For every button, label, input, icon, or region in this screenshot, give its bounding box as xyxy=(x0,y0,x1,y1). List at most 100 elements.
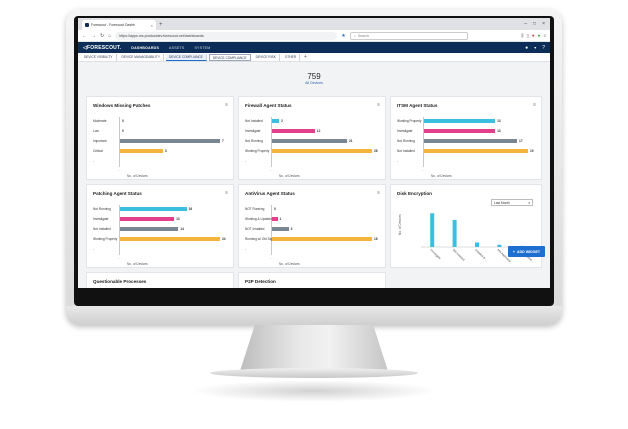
chart-axis xyxy=(119,205,120,255)
bar-investigate[interactable] xyxy=(424,128,496,133)
chart-tick-label: Investigate xyxy=(429,248,442,261)
bar-running-w-old-sigs[interactable] xyxy=(272,236,372,241)
widget-itsm-agent-status: ITSM Agent Status ≡ Working Properly 13 Inve… xyxy=(390,96,542,180)
bar-working-properly[interactable] xyxy=(424,118,496,123)
widget-title: AntiVirus Agent Status xyxy=(245,191,295,196)
dashboard-content: 759 All Devices Windows Missing Patches ≡… xyxy=(78,62,550,288)
browser-search-placeholder: Search xyxy=(357,33,370,38)
tab-device-risk[interactable]: DEVICE RISK xyxy=(253,53,280,61)
widget-title: Windows Missing Patches xyxy=(93,103,151,108)
bar-not-running[interactable] xyxy=(120,206,187,211)
bar-value: 13 xyxy=(497,119,501,123)
bar-label: Investigate xyxy=(245,129,261,133)
chart-bar[interactable] xyxy=(475,242,479,248)
bar-investigate[interactable] xyxy=(120,216,175,221)
url-field[interactable]: https://apps.ms.productdev.forescout.net… xyxy=(115,31,338,40)
window-close-icon[interactable]: × xyxy=(542,21,545,27)
sidebar-icon[interactable]: ▯ xyxy=(526,32,529,38)
chart-tick-label: Installed & ... xyxy=(474,248,488,262)
browser-tab-title: Forescout - Forescout Dashb xyxy=(91,23,135,27)
user-avatar-icon[interactable]: ● xyxy=(525,44,529,51)
browser-search-input[interactable]: ⌕ Search xyxy=(349,31,468,40)
tab-other[interactable]: OTHER xyxy=(282,53,301,61)
widget-p2p-detection: P2P Detection xyxy=(238,272,386,288)
widget-menu-icon[interactable]: ≡ xyxy=(377,102,380,108)
bar-value: 0 xyxy=(122,129,124,133)
period-select[interactable]: Last Month ▾ xyxy=(491,199,533,206)
bar-critical[interactable] xyxy=(120,148,163,153)
bar-important[interactable] xyxy=(120,138,220,143)
widget-menu-icon[interactable]: ≡ xyxy=(225,102,228,108)
chart-bar[interactable] xyxy=(452,220,457,247)
tab-device-compliance[interactable]: DEVICE COMPLIANCE xyxy=(165,53,207,61)
bar-not-running[interactable] xyxy=(272,138,347,143)
add-tab-icon[interactable]: + xyxy=(304,54,307,60)
forward-icon[interactable]: → xyxy=(91,32,96,39)
forescout-logo[interactable]: ◁FORESCOUT. xyxy=(83,45,121,51)
minimize-icon[interactable]: – xyxy=(524,21,528,27)
tab-device-manageability[interactable]: DEVICE MANAGEABILITY xyxy=(119,53,164,61)
plus-icon: + xyxy=(512,249,515,254)
widget-menu-icon[interactable]: ≡ xyxy=(377,190,380,196)
browser-tab[interactable]: Forescout - Forescout Dashb × xyxy=(82,20,156,30)
extension-icon[interactable]: ● xyxy=(537,32,541,38)
close-icon[interactable]: × xyxy=(150,22,153,28)
new-tab-icon[interactable]: + xyxy=(159,22,163,28)
tab-device-compliance-2[interactable]: DEVICE COMPLIANCE xyxy=(208,53,251,61)
header-actions: ● ▾ ? xyxy=(525,45,545,51)
widget-title: Questionable Processes xyxy=(93,279,147,284)
monitor-chin xyxy=(66,306,562,325)
maximize-icon[interactable]: □ xyxy=(533,21,537,27)
bar-not-running[interactable] xyxy=(424,138,518,143)
chevron-down-icon[interactable]: ▾ xyxy=(534,44,537,50)
all-devices-link[interactable]: All Devices xyxy=(305,81,323,85)
reload-icon[interactable]: ↻ xyxy=(100,32,105,39)
monitor-stand xyxy=(240,325,388,371)
bar-not-installed[interactable] xyxy=(120,226,179,231)
nav-system[interactable]: SYSTEM xyxy=(194,45,211,50)
widget-menu-icon[interactable]: ≡ xyxy=(533,102,536,108)
bar-value: 19 xyxy=(530,149,534,153)
chart-axis xyxy=(423,117,424,167)
chart-bar[interactable] xyxy=(430,213,435,247)
chart-ylabel: No. of Devices xyxy=(398,214,402,235)
help-icon[interactable]: ? xyxy=(542,44,545,51)
axis-title: No. of Devices xyxy=(279,262,300,266)
back-icon[interactable]: ← xyxy=(82,32,87,39)
bar-not-installed[interactable] xyxy=(424,148,528,153)
bookmark-star-icon[interactable]: ★ xyxy=(341,32,346,39)
bar-working-updated[interactable] xyxy=(272,216,278,221)
bar-not-installed[interactable] xyxy=(272,118,280,123)
nav-assets[interactable]: ASSETS xyxy=(169,45,185,50)
bar-label: - xyxy=(397,159,399,163)
bar-working-properly[interactable] xyxy=(272,148,372,153)
tab-device-visibility[interactable]: DEVICE VISIBILITY xyxy=(81,53,117,61)
bar-investigate[interactable] xyxy=(272,128,315,133)
browser-toolbar: ← → ↻ ⌂ https://apps.ms.productdev.fores… xyxy=(78,30,550,42)
nav-dashboards[interactable]: DASHBOARDS xyxy=(131,45,160,50)
add-widget-button[interactable]: + ADD WIDGET xyxy=(508,246,545,257)
bar-label: Not Installed xyxy=(93,227,111,231)
device-summary: 759 All Devices xyxy=(78,72,550,85)
axis-title: No. of Devices xyxy=(431,174,452,178)
bar-label: Working Properly xyxy=(245,149,270,153)
bar-value: 1 xyxy=(279,217,282,221)
menu-icon[interactable]: ≡ xyxy=(543,32,546,38)
bar-value: 0 xyxy=(274,207,276,211)
bar-working-properly[interactable] xyxy=(120,236,220,241)
bar-value: 16 xyxy=(188,207,193,211)
widget-menu-icon[interactable]: ≡ xyxy=(225,190,228,196)
bar-label: Working Properly xyxy=(397,119,422,123)
bar-not-installed[interactable] xyxy=(272,226,289,231)
extension-icon[interactable]: ● xyxy=(531,32,535,38)
home-icon[interactable]: ⌂ xyxy=(108,32,112,39)
chart-axis xyxy=(119,117,120,167)
bar-label: Investigate xyxy=(93,217,109,221)
widget-antivirus-agent-status: AntiVirus Agent Status ≡ NOT Running 0 Worki… xyxy=(238,184,386,268)
library-icon[interactable]: ⫼ xyxy=(521,32,524,38)
bar-value: 13 xyxy=(497,129,501,133)
window-controls: – □ × xyxy=(524,18,550,30)
bar-value: 3 xyxy=(290,227,293,231)
chart-bar[interactable] xyxy=(497,244,502,247)
bar-label: NOT Installed xyxy=(245,227,265,231)
